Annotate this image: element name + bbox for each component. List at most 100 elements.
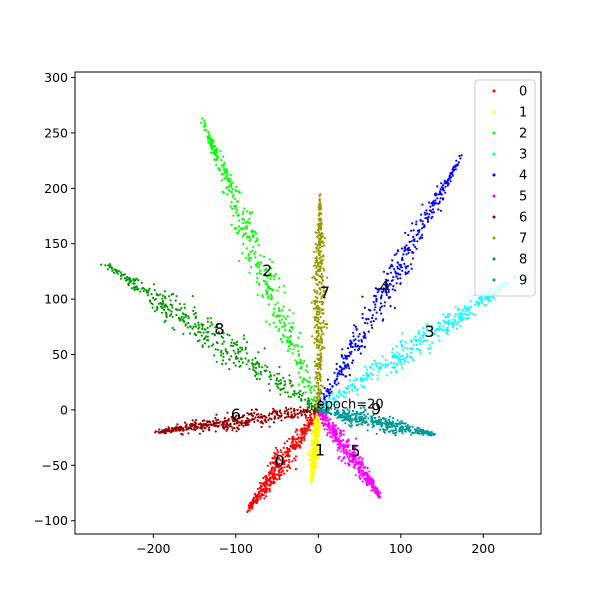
point xyxy=(310,457,313,460)
point xyxy=(316,364,319,367)
point xyxy=(241,217,244,220)
point xyxy=(416,240,419,243)
point xyxy=(444,185,447,188)
point xyxy=(384,358,387,362)
point xyxy=(445,331,448,334)
point xyxy=(247,413,250,416)
point xyxy=(223,172,226,175)
point xyxy=(284,455,287,458)
point xyxy=(341,419,344,422)
point xyxy=(327,400,330,403)
point xyxy=(203,121,206,124)
point xyxy=(255,272,258,275)
point xyxy=(469,312,472,315)
point xyxy=(343,415,346,418)
point xyxy=(300,366,303,370)
point xyxy=(159,305,162,308)
point xyxy=(250,408,253,411)
point xyxy=(402,253,405,256)
point xyxy=(300,439,303,442)
point xyxy=(419,236,422,239)
point xyxy=(273,457,276,460)
point xyxy=(407,233,410,237)
point xyxy=(362,404,365,408)
point xyxy=(219,168,222,171)
point xyxy=(398,428,401,431)
point xyxy=(321,245,324,248)
point xyxy=(428,344,431,347)
point xyxy=(419,342,422,346)
point xyxy=(352,453,355,456)
point xyxy=(287,337,290,340)
point xyxy=(251,249,254,252)
point xyxy=(280,381,283,385)
point xyxy=(250,362,254,365)
point xyxy=(317,347,320,350)
point xyxy=(316,283,319,287)
point xyxy=(404,273,407,276)
point xyxy=(419,428,422,432)
point xyxy=(221,342,224,345)
point xyxy=(260,272,263,276)
point xyxy=(421,334,425,337)
point xyxy=(353,324,356,327)
point xyxy=(325,390,328,393)
point xyxy=(236,340,239,343)
point xyxy=(426,218,429,222)
point xyxy=(302,377,305,380)
point xyxy=(241,348,244,351)
point xyxy=(354,414,358,417)
point xyxy=(299,409,302,412)
point xyxy=(232,344,235,347)
point xyxy=(272,476,275,480)
point xyxy=(359,466,362,469)
point xyxy=(318,397,321,400)
point xyxy=(361,295,364,298)
point xyxy=(143,287,146,290)
point xyxy=(197,323,200,327)
point xyxy=(146,290,149,294)
point xyxy=(268,417,271,420)
point xyxy=(235,414,238,417)
point xyxy=(434,194,437,197)
point xyxy=(229,344,232,347)
point xyxy=(178,302,181,305)
point xyxy=(377,370,380,373)
point xyxy=(294,440,297,443)
point xyxy=(299,411,302,414)
point xyxy=(381,291,384,294)
point xyxy=(245,341,248,344)
legend-marker-2 xyxy=(492,131,496,135)
point xyxy=(303,423,306,426)
point xyxy=(303,430,306,433)
point xyxy=(283,463,286,466)
point xyxy=(164,319,167,322)
point xyxy=(351,458,354,461)
point xyxy=(391,288,394,291)
point xyxy=(171,306,174,309)
point xyxy=(256,488,259,491)
point xyxy=(386,272,389,275)
point xyxy=(319,326,322,329)
point xyxy=(422,331,425,334)
point xyxy=(314,377,317,380)
point xyxy=(295,444,298,448)
point xyxy=(344,375,347,378)
point xyxy=(224,169,227,172)
point xyxy=(340,372,343,375)
legend-label-6: 6 xyxy=(519,211,527,226)
point xyxy=(362,374,365,377)
point xyxy=(239,346,242,349)
point xyxy=(370,420,373,423)
point xyxy=(359,419,362,422)
point xyxy=(268,412,271,415)
point xyxy=(323,397,326,400)
point xyxy=(194,315,198,318)
point xyxy=(213,151,216,154)
point xyxy=(318,237,321,240)
point xyxy=(313,341,316,344)
point xyxy=(262,279,266,282)
point xyxy=(255,373,258,376)
point xyxy=(237,348,240,351)
point xyxy=(320,212,323,215)
